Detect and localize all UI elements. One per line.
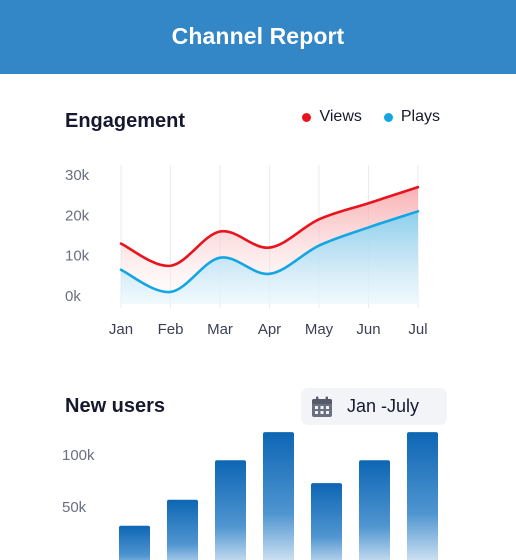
x-tick-label: Jul [408, 321, 427, 338]
y-tick-label: 20k [65, 207, 90, 224]
users-bar [263, 432, 294, 560]
engagement-lines [119, 185, 420, 294]
calendar-icon [312, 396, 332, 417]
legend-label-plays: Plays [400, 108, 440, 125]
legend-item-plays[interactable]: Plays [383, 108, 440, 126]
users-bar [119, 525, 150, 560]
engagement-legend: Views Plays [280, 108, 440, 126]
x-tick-label: Jun [356, 321, 380, 338]
app-header: Channel Report [0, 0, 516, 74]
x-tick-label: May [305, 321, 334, 338]
engagement-y-axis: 0k 10k 20k 30k [65, 167, 90, 305]
plays-dot-icon [383, 112, 393, 122]
users-bar [215, 460, 246, 560]
y-tick-label: 0k [65, 288, 81, 305]
y-tick-label: 50k [62, 499, 87, 516]
y-tick-label: 100k [62, 447, 95, 464]
views-dot-icon [302, 112, 312, 122]
date-range-picker[interactable]: Jan -July [301, 388, 447, 425]
users-bar [407, 432, 438, 560]
x-tick-label: Mar [207, 321, 233, 338]
new-users-bars [119, 432, 438, 560]
users-bar [167, 499, 198, 560]
new-users-chart: 100k 50k [62, 432, 438, 560]
legend-label-views: Views [319, 108, 362, 125]
y-tick-label: 10k [65, 248, 90, 265]
engagement-chart: 0k 10k 20k 30k Jan Feb Mar Apr May Jun Jul [65, 165, 428, 338]
legend-item-views[interactable]: Views [302, 108, 362, 126]
new-users-title: New users [65, 395, 166, 417]
page-title: Channel Report [171, 22, 345, 49]
x-tick-label: Jan [109, 321, 133, 338]
line-plays [119, 210, 420, 294]
engagement-x-axis: Jan Feb Mar Apr May Jun Jul [109, 321, 428, 338]
date-range-label: Jan -July [347, 396, 420, 416]
area-plays [121, 211, 418, 304]
users-bar [311, 483, 342, 560]
new-users-y-axis: 100k 50k [62, 447, 95, 516]
line-views [119, 185, 420, 268]
x-tick-label: Apr [258, 321, 281, 338]
users-bar [359, 460, 390, 560]
x-tick-label: Feb [158, 321, 184, 338]
y-tick-label: 30k [65, 167, 90, 184]
engagement-title: Engagement [65, 110, 186, 132]
